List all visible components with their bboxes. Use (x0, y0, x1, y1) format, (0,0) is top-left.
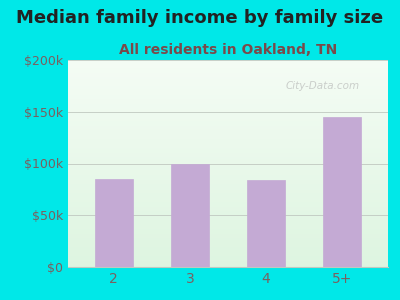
Bar (95, 179, 133, 267)
Bar (323, 117, 361, 267)
Bar (171, 164, 209, 267)
Bar (247, 180, 285, 267)
Text: Median family income by family size: Median family income by family size (16, 9, 384, 27)
Title: All residents in Oakland, TN: All residents in Oakland, TN (119, 44, 337, 57)
Text: City-Data.com: City-Data.com (286, 81, 360, 91)
